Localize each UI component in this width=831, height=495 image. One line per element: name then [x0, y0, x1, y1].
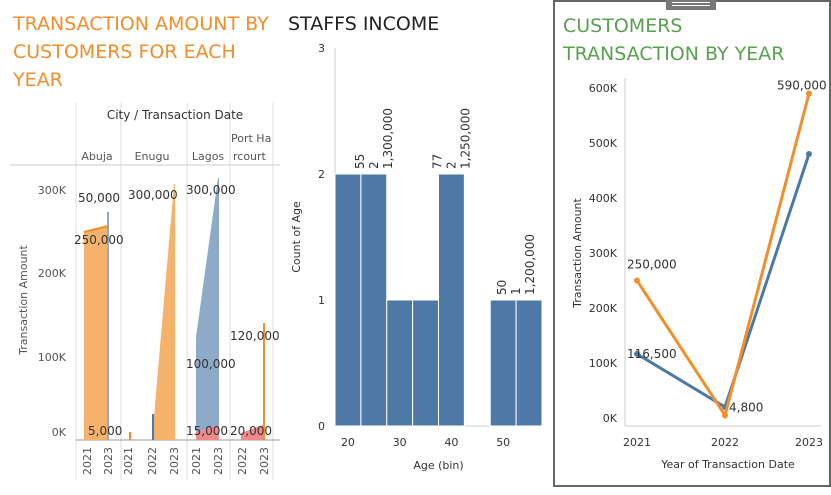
- panel1-title: TRANSACTION AMOUNT BY CUSTOMERS FOR EACH…: [13, 10, 283, 94]
- city-abuja: Abuja: [81, 150, 112, 163]
- hist-ytick: 2: [318, 168, 325, 181]
- line-ytick: 400K: [589, 192, 618, 205]
- line-point: [722, 412, 728, 419]
- hist-annotation: 77: [430, 154, 444, 169]
- panel1-title-line-3: YEAR: [13, 69, 63, 91]
- line-xtick: 2021: [623, 436, 651, 449]
- label-lagos-300000: 300,000: [186, 183, 236, 197]
- label-lagos-100000: 100,000: [186, 357, 236, 371]
- hist-xtick: 40: [444, 436, 458, 449]
- year-lagos-2023: 2023: [212, 447, 225, 475]
- panel1-header: City / Transaction Date: [107, 108, 243, 122]
- hist-annotation: 1,300,000: [381, 108, 395, 169]
- line-data-label: 116,500: [627, 347, 677, 361]
- hist-ylabel: Count of Age: [290, 201, 303, 273]
- line-data-label: 4,800: [729, 400, 763, 414]
- hist-annotation: 2: [367, 161, 381, 169]
- line-ytick: 0K: [603, 412, 618, 425]
- line-xtick: 2022: [711, 436, 739, 449]
- panel1-ytick-0: 0K: [52, 426, 67, 439]
- label-abuja-250000: 250,000: [74, 233, 124, 247]
- panel1-ytick-2: 200K: [38, 267, 67, 280]
- line-point: [634, 350, 640, 357]
- year-enugu-2023: 2023: [168, 447, 181, 475]
- hist-bar: [412, 299, 439, 427]
- line-xtick: 2023: [795, 436, 823, 449]
- line-ytick: 600K: [589, 82, 618, 95]
- year-lagos-2021: 2021: [190, 447, 203, 475]
- area-abuja-blue: [107, 212, 109, 440]
- year-ph-2022: 2022: [236, 447, 249, 475]
- hist-ytick: 3: [318, 42, 325, 55]
- city-enugu: Enugu: [135, 150, 170, 163]
- hist-annotation: 2: [444, 161, 458, 169]
- line-point: [634, 277, 640, 284]
- year-ph-2023: 2023: [258, 447, 271, 475]
- line-point: [806, 90, 812, 97]
- customers-line-chart: 0K 100K 200K 300K 400K 500K 600K 2021 2022 2023Ye…: [571, 78, 827, 471]
- hist-bar: [334, 173, 362, 427]
- panel3-title: CUSTOMERS TRANSACTION BY YEAR: [563, 12, 784, 68]
- hist-xtick: 30: [393, 436, 407, 449]
- panel1-chart: City / Transaction Date Abuja Enugu Lago…: [10, 103, 280, 480]
- line-ytick: 300K: [589, 247, 618, 260]
- hist-annotation: 1: [509, 287, 523, 295]
- hist-bar: [489, 299, 517, 427]
- hist-annotation: 1,250,000: [458, 108, 472, 169]
- panel-transaction-by-customers: TRANSACTION AMOUNT BY CUSTOMERS FOR EACH…: [0, 0, 280, 495]
- line-ytick: 500K: [589, 137, 618, 150]
- panel1-ytick-3: 300K: [38, 184, 67, 197]
- hist-bar: [438, 173, 465, 427]
- line-ytick: 100K: [589, 357, 618, 370]
- label-ph-20000: 20,000: [230, 424, 272, 438]
- label-lagos-15000: 15,000: [186, 424, 228, 438]
- hist-bar: [386, 299, 414, 427]
- label-abuja-50000: 50,000: [78, 191, 120, 205]
- panel1-ylabel: Transaction Amount: [17, 244, 30, 355]
- hist-ytick: 0: [318, 420, 325, 433]
- hist-bar: [515, 299, 543, 427]
- hist-xtick: 50: [496, 436, 510, 449]
- area-enugu-orange: [152, 184, 175, 440]
- hist-annotation: 1,200,000: [523, 234, 537, 295]
- hist-xtick: 20: [341, 436, 355, 449]
- panel-customers-transaction: CUSTOMERS TRANSACTION BY YEAR 0K 100K 200K…: [553, 0, 831, 487]
- line-ylabel: Transaction Amount: [571, 197, 584, 308]
- line-xlabel: Year of Transaction Date: [660, 458, 795, 471]
- year-enugu-2022: 2022: [146, 447, 159, 475]
- area-lagos-red: [196, 425, 219, 440]
- panel1-title-line-1: TRANSACTION AMOUNT BY: [13, 13, 269, 35]
- line-data-label: 250,000: [627, 258, 677, 272]
- panel-staffs-income: STAFFS INCOME 0 1 2 3 20 30 40 50 Age (bin) Count…: [280, 0, 550, 495]
- city-port-harcourt-1: Port Ha: [231, 132, 271, 145]
- line-data-label: 590,000: [777, 79, 827, 93]
- year-enugu-2021: 2021: [122, 447, 135, 475]
- hist-annotation: 55: [353, 154, 367, 169]
- drag-handle-icon[interactable]: [666, 0, 716, 10]
- area-abuja-orange: [84, 226, 108, 440]
- hist-xlabel: Age (bin): [413, 459, 463, 472]
- year-abuja-2021: 2021: [81, 447, 94, 475]
- label-abuja-5000: 5,000: [88, 424, 122, 438]
- hist-bar: [360, 173, 388, 427]
- panel2-title: STAFFS INCOME: [288, 13, 440, 35]
- panel1-ytick-1: 100K: [38, 351, 67, 364]
- area-ph-red: [241, 425, 264, 440]
- panel3-title-line-1: CUSTOMERS: [563, 15, 683, 37]
- hist-ytick: 1: [318, 294, 325, 307]
- year-abuja-2023: 2023: [102, 447, 115, 475]
- line-ytick: 200K: [589, 302, 618, 315]
- label-ph-120000: 120,000: [230, 329, 280, 343]
- line-point: [806, 151, 812, 157]
- hist-annotation: 50: [495, 280, 509, 295]
- area-lagos-blue: [196, 178, 219, 440]
- panel1-title-line-2: CUSTOMERS FOR EACH: [13, 41, 236, 63]
- label-enugu-300000: 300,000: [128, 188, 178, 202]
- city-lagos: Lagos: [192, 150, 225, 163]
- line-series: [635, 93, 811, 420]
- city-port-harcourt-2: rcourt: [233, 150, 267, 163]
- panel3-title-line-2: TRANSACTION BY YEAR: [563, 43, 785, 65]
